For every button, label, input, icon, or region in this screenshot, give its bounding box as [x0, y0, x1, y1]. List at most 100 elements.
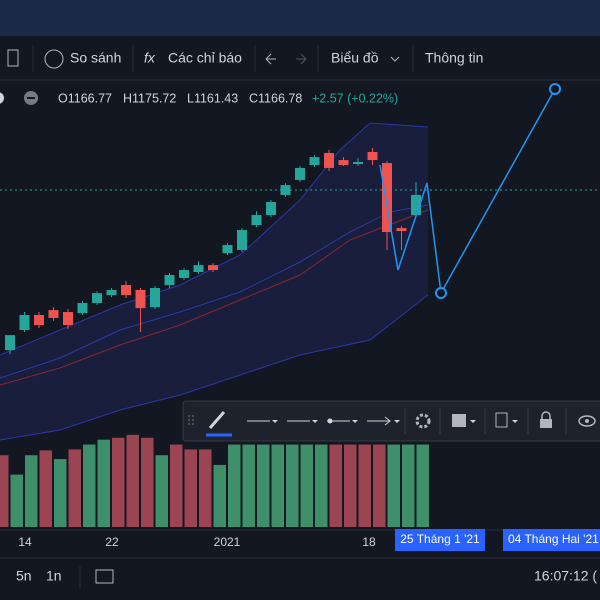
floating-drawing-toolbar	[182, 400, 600, 442]
candle-body	[48, 310, 59, 318]
candle-body	[179, 270, 189, 278]
candle-body	[63, 312, 73, 326]
volume-bar	[373, 444, 386, 527]
volume-bar	[358, 444, 371, 527]
range-button[interactable]: 1n	[46, 568, 62, 584]
candle-body	[150, 288, 160, 308]
compare-button[interactable]: So sánh	[70, 50, 121, 66]
crosshair-badge	[503, 529, 600, 551]
ohlc-legend: O1166.77 H1175.72 L1161.43 C1166.78 +2.5…	[0, 91, 398, 105]
crosshair-date: 25 Tháng 1 '21	[400, 532, 480, 546]
indicators-button[interactable]: Các chỉ báo	[168, 50, 242, 66]
chart-type-button[interactable]: Biểu đồ	[331, 50, 379, 66]
candle-body	[135, 289, 146, 309]
dropdown-arrow	[394, 420, 400, 423]
fill-icon[interactable]	[452, 414, 466, 427]
info-button[interactable]: Thông tin	[425, 50, 483, 66]
x-tick-label: 22	[105, 535, 119, 549]
volume-bar	[10, 474, 23, 527]
candle-body	[411, 194, 421, 216]
candle-body	[382, 163, 392, 233]
dropdown-arrow	[312, 420, 318, 423]
volume-bar	[68, 449, 81, 527]
volume-bar	[300, 444, 313, 527]
collapse-minus	[27, 97, 35, 99]
volume-bar	[416, 444, 429, 527]
date-range-icon[interactable]	[95, 569, 114, 584]
volume-bar	[242, 444, 255, 527]
bollinger-lower	[0, 294, 429, 441]
volume-bar	[329, 444, 342, 527]
volume-bar	[387, 444, 400, 527]
floating-toolbar-bg	[182, 400, 600, 442]
dropdown-arrow	[272, 420, 278, 423]
candle-body	[237, 230, 247, 250]
volume-bar	[315, 444, 328, 527]
clone-icon[interactable]	[495, 412, 508, 428]
lock-icon[interactable]	[540, 419, 552, 428]
range-button[interactable]: 5n	[16, 568, 32, 584]
line-start-dot	[327, 418, 333, 424]
volume-bar	[39, 450, 52, 527]
change-value: +2.57 (+0.22%)	[312, 91, 398, 105]
candle-body	[92, 293, 102, 303]
x-tick-label: 14	[18, 535, 32, 549]
clock: 16:07:12 (	[534, 568, 597, 584]
line-end[interactable]	[367, 416, 391, 426]
volume-bar	[54, 459, 67, 527]
crosshair-date: 04 Tháng Hai '21	[508, 532, 599, 546]
low-value: L1161.43	[187, 91, 238, 105]
candle-body	[338, 160, 349, 165]
dropdown-arrow	[470, 420, 476, 423]
candle-body	[309, 157, 320, 165]
volume-bar	[228, 444, 241, 527]
pencil-icon[interactable]	[208, 411, 226, 429]
settings-icon[interactable]	[415, 413, 431, 429]
drawing[interactable]	[379, 83, 561, 299]
fx-icon[interactable]: fx	[144, 50, 156, 66]
drawing-handle[interactable]	[549, 83, 561, 95]
candle-body	[121, 285, 131, 296]
volume-bar	[126, 434, 139, 527]
lock-shackle	[541, 411, 551, 419]
volume-bar	[286, 444, 299, 527]
x-tick-label: 18	[362, 535, 376, 549]
redo-icon[interactable]	[296, 53, 307, 65]
drawn-path[interactable]	[379, 88, 556, 296]
volume-bar	[141, 437, 154, 527]
visibility-icon[interactable]	[578, 415, 596, 427]
dropdown-arrow	[352, 420, 358, 423]
visibility-pupil	[585, 419, 589, 423]
volume-bar	[112, 437, 125, 527]
candle-body	[106, 289, 117, 296]
time-axis: 14 22 2021 18	[18, 535, 376, 549]
moving-average-blue	[0, 204, 429, 379]
volume-bar	[213, 464, 226, 527]
volume-bars	[0, 434, 429, 527]
legend-dot	[0, 92, 4, 104]
volume-bar	[170, 444, 183, 527]
close-value: C1166.78	[249, 91, 302, 105]
drawing-handle[interactable]	[435, 287, 447, 299]
high-value: H1175.72	[123, 91, 176, 105]
moving-average-red	[0, 209, 429, 386]
candle-body	[77, 302, 88, 314]
bollinger-band-fill	[0, 123, 428, 440]
candle-body	[367, 151, 378, 161]
volume-bar	[0, 455, 9, 527]
crosshair-badge	[395, 529, 485, 551]
candle-icon[interactable]	[7, 49, 19, 67]
volume-bar	[402, 444, 415, 527]
drag-handle[interactable]	[188, 415, 194, 427]
candle-body	[34, 315, 44, 326]
candle-body	[280, 185, 291, 195]
volume-bar	[97, 439, 110, 527]
volume-bar	[83, 444, 96, 527]
x-tick-label: 2021	[214, 535, 241, 549]
candle-body	[396, 228, 407, 232]
compare-icon[interactable]	[44, 49, 64, 69]
volume-bar	[271, 444, 284, 527]
undo-icon[interactable]	[265, 53, 276, 65]
dropdown-arrow	[390, 56, 400, 62]
